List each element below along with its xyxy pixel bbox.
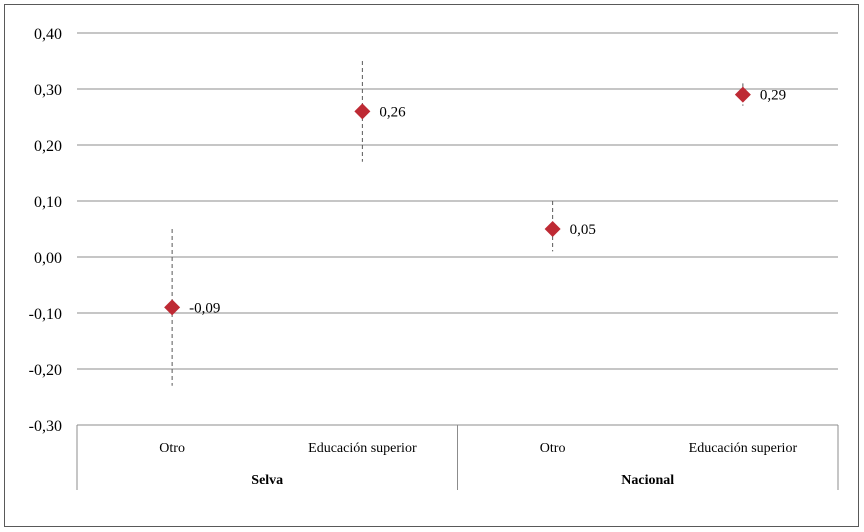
y-tick-label: 0,30 bbox=[34, 82, 62, 99]
error-bars bbox=[171, 61, 744, 386]
y-tick-label: 0,40 bbox=[34, 26, 62, 43]
y-tick-label: -0,20 bbox=[29, 362, 62, 379]
y-axis-ticks: 0,40 0,30 0,20 0,10 0,00 -0,10 -0,20 -0,30 bbox=[29, 26, 62, 435]
data-label: 0,05 bbox=[570, 222, 596, 238]
data-point-marker bbox=[354, 103, 371, 120]
x-axis: Otro Educación superior Otro Educación supe… bbox=[76, 425, 839, 490]
data-point-marker bbox=[544, 221, 561, 237]
gridlines bbox=[77, 32, 838, 426]
data-point-marker bbox=[164, 299, 181, 316]
data-label: 0,29 bbox=[760, 88, 786, 104]
x-category-label: Otro bbox=[540, 441, 566, 456]
data-markers bbox=[164, 86, 751, 316]
data-label: 0,26 bbox=[379, 104, 406, 120]
x-group-label: Nacional bbox=[621, 473, 674, 488]
y-tick-label: 0,00 bbox=[34, 250, 62, 267]
y-tick-label: 0,20 bbox=[34, 138, 62, 155]
x-category-label: Educación superior bbox=[689, 441, 798, 456]
x-category-label: Otro bbox=[159, 441, 185, 456]
x-category-label: Educación superior bbox=[308, 441, 417, 456]
data-labels: -0,09 0,26 0,05 0,29 bbox=[189, 88, 786, 317]
chart-frame bbox=[4, 4, 859, 527]
y-tick-label: 0,10 bbox=[34, 194, 62, 211]
data-label: -0,09 bbox=[189, 300, 220, 316]
data-point-marker bbox=[734, 86, 751, 103]
y-tick-label: -0,10 bbox=[29, 306, 62, 323]
y-tick-label: -0,30 bbox=[29, 418, 62, 435]
x-group-label: Selva bbox=[251, 473, 283, 488]
